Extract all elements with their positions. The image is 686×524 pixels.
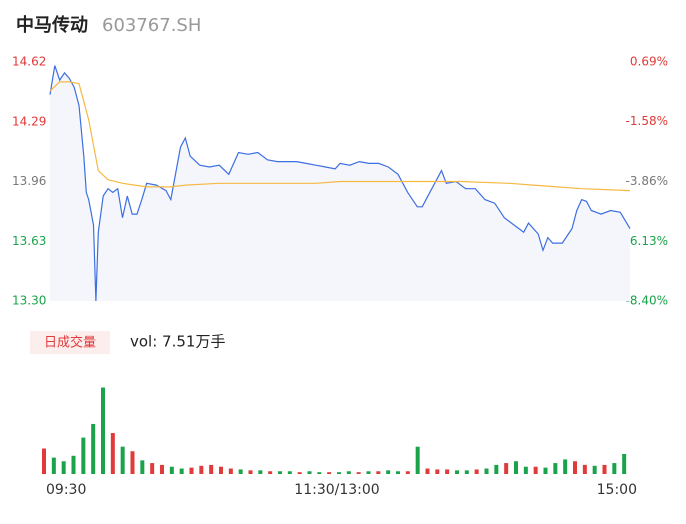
volume-bar (573, 461, 577, 474)
volume-bar (504, 463, 509, 474)
volume-bar (337, 472, 341, 474)
volume-bar (445, 469, 450, 474)
average-line (49, 81, 631, 192)
volume-bar (592, 465, 597, 474)
volume-bar (435, 469, 440, 474)
volume-bar (209, 464, 214, 474)
volume-bar (91, 423, 96, 474)
volume-bar (61, 461, 66, 474)
price-line (49, 65, 631, 302)
price-area (50, 65, 630, 301)
y-tick-label: 14.62 (12, 55, 46, 69)
y2-tick-label: -1.58% (626, 114, 668, 128)
volume-bar (415, 446, 420, 474)
volume-bar (248, 470, 253, 474)
y-tick-label: 14.29 (12, 114, 46, 128)
volume-bar (81, 437, 86, 474)
volume-bar (101, 387, 105, 474)
volume-bar (396, 471, 400, 474)
volume-bar (317, 472, 322, 474)
volume-bar (582, 464, 587, 474)
volume-bar (199, 465, 204, 474)
volume-bar (110, 433, 115, 474)
volume-bar (238, 469, 243, 474)
volume-bar (356, 472, 361, 474)
x-tick-label: 11:30/13:00 (294, 482, 379, 498)
volume-label-bg (30, 331, 110, 354)
y2-tick-label: 0.69% (630, 55, 668, 69)
volume-label: 日成交量 (44, 335, 96, 351)
volume-bar (307, 471, 312, 474)
volume-bar (425, 468, 430, 474)
volume-bar (258, 470, 263, 474)
volume-bar (602, 464, 607, 474)
volume-bar (150, 463, 155, 474)
volume-bar (268, 471, 273, 474)
volume-bar (533, 466, 538, 474)
volume-bar (71, 455, 76, 474)
volume-bar (278, 471, 282, 474)
volume-bar (327, 472, 332, 474)
volume-text: vol: 7.51万手 (130, 333, 225, 351)
volume-bar (494, 464, 499, 474)
volume-bar (484, 468, 489, 474)
volume-bar (51, 457, 56, 474)
volume-bar (179, 468, 184, 474)
volume-bar (543, 467, 548, 474)
volume-bar (140, 460, 145, 474)
y2-tick-label: -6.13% (626, 234, 668, 248)
y2-tick-label: -3.86% (626, 174, 668, 188)
volume-bar (405, 471, 410, 474)
volume-bar (219, 466, 223, 474)
volume-bar (228, 468, 233, 474)
volume-bar (366, 471, 371, 474)
volume-bar (474, 469, 479, 474)
volume-bar (553, 463, 558, 474)
volume-bar (160, 464, 164, 474)
volume-bar (612, 463, 617, 474)
volume-bar (297, 472, 302, 474)
volume-bar (169, 466, 174, 474)
y-tick-label: 13.96 (12, 174, 46, 188)
stock-code: 603767.SH (102, 15, 201, 36)
volume-bar (563, 459, 568, 474)
y-tick-label: 13.63 (12, 234, 46, 248)
volume-bar (464, 470, 469, 474)
volume-bar (42, 448, 46, 474)
volume-bar (130, 451, 135, 474)
volume-bar (189, 467, 194, 474)
volume-bar (386, 470, 391, 474)
stock-name: 中马传动 (16, 14, 88, 36)
y-tick-label: 13.30 (12, 294, 46, 308)
volume-bar (376, 471, 381, 474)
volume-bar (287, 471, 292, 474)
x-tick-label: 15:00 (597, 482, 637, 498)
x-tick-label: 09:30 (46, 482, 86, 498)
volume-bar (455, 470, 459, 474)
volume-bar (622, 453, 627, 474)
volume-bar (514, 461, 518, 474)
volume-bar (346, 471, 351, 474)
volume-bar (120, 446, 125, 474)
y2-tick-label: -8.40% (626, 294, 668, 308)
volume-bar (523, 466, 528, 474)
